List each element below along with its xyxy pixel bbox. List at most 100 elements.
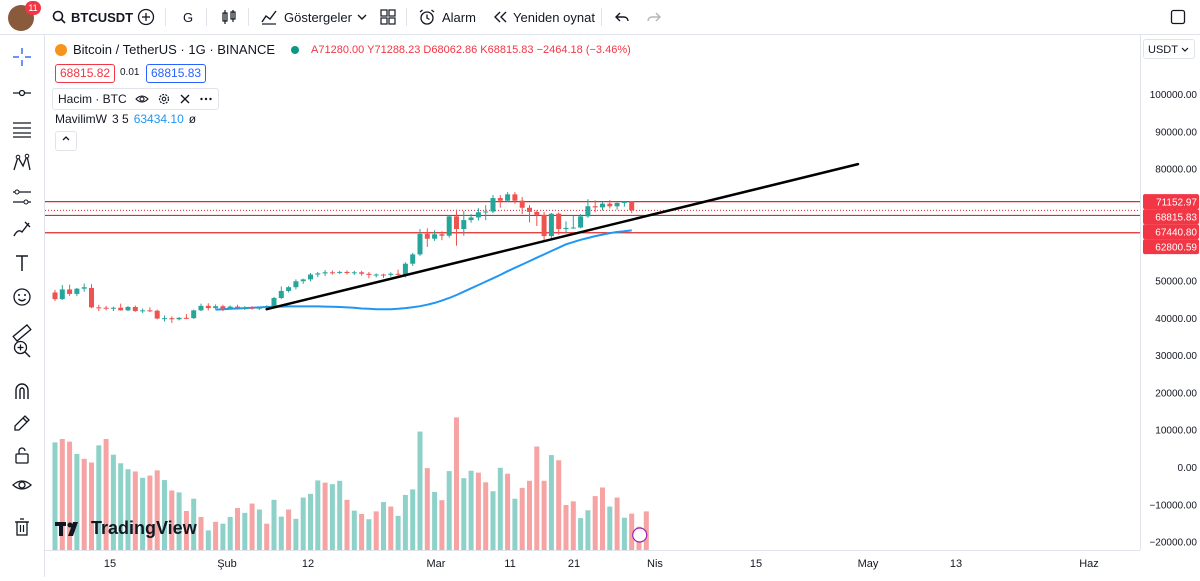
candle-body <box>315 273 321 275</box>
settings-gear-icon[interactable] <box>157 92 171 106</box>
undo-button[interactable] <box>614 0 630 34</box>
candle <box>300 278 306 284</box>
time-tick-label: 15 <box>750 558 762 570</box>
symbol-legend: Bitcoin / TetherUS · 1G · BINANCE A71280… <box>55 42 631 57</box>
chart-type-button[interactable] <box>220 0 238 34</box>
price-tick-label: 80000.00 <box>1155 165 1197 176</box>
ma-legend[interactable]: MavilimW 3 5 63434.10 ø <box>55 112 196 126</box>
volume-bar <box>183 511 189 550</box>
time-tick-label: Haz <box>1079 558 1099 570</box>
volume-bar <box>570 501 576 550</box>
price-tick-label: −20000.00 <box>1149 538 1197 549</box>
collapse-legend-button[interactable] <box>55 131 77 151</box>
candle-body <box>534 211 540 215</box>
zoom-tool[interactable] <box>8 335 36 363</box>
prediction-tool[interactable] <box>8 183 36 211</box>
pattern-tool[interactable] <box>8 149 36 177</box>
crosshair-tool[interactable] <box>8 43 36 71</box>
line-tool-icon <box>13 89 31 97</box>
alarm-button[interactable]: Alarm <box>418 0 476 34</box>
volume-bar <box>308 493 313 550</box>
fib-tool[interactable] <box>8 115 36 143</box>
candle-body <box>512 194 518 201</box>
compare-symbol-button[interactable] <box>137 0 155 34</box>
high-value: Y71288.23 <box>367 43 421 56</box>
trendline-tool[interactable] <box>8 79 36 107</box>
volume-bar <box>315 480 321 550</box>
search-icon <box>52 10 66 24</box>
volume-bar <box>220 523 226 550</box>
price-label-value: 68815.83 <box>1155 213 1197 224</box>
candle-body <box>454 216 459 230</box>
volume-bar <box>110 454 116 550</box>
volume-bar <box>52 442 58 550</box>
candle <box>220 304 226 312</box>
volume-bar <box>176 492 182 550</box>
volume-bar <box>132 471 138 550</box>
candle-body <box>475 212 481 218</box>
lock-drawings-tool[interactable] <box>8 441 36 469</box>
brush-tool[interactable] <box>8 215 36 243</box>
candle <box>439 231 445 241</box>
candle-body <box>271 298 277 307</box>
candle-body <box>329 272 335 274</box>
measure-tool[interactable] <box>8 319 36 347</box>
candle-body <box>205 305 211 309</box>
fullscreen-button[interactable] <box>1170 0 1186 34</box>
close-icon[interactable] <box>179 93 191 105</box>
candle <box>621 201 627 207</box>
currency-dropdown[interactable]: USDT <box>1143 39 1195 59</box>
mavilimw-line <box>215 229 632 311</box>
volume-bar <box>497 467 503 550</box>
hide-drawings-tool[interactable] <box>8 471 36 499</box>
indicators-button[interactable]: Göstergeler <box>260 0 352 34</box>
stay-in-drawing-tool[interactable] <box>8 409 36 437</box>
candle <box>505 192 511 203</box>
candle <box>461 211 467 236</box>
time-axis-labels: 15 Şub 12 Mar 11 21 Nis 15 May 13 Haz <box>104 558 1099 570</box>
symbol-title[interactable]: Bitcoin / TetherUS · 1G · BINANCE <box>73 42 276 57</box>
candle <box>308 273 313 282</box>
price-axis[interactable]: 100000.0090000.0080000.0070000.0060000.0… <box>1140 35 1200 550</box>
price-chart[interactable] <box>45 35 1140 550</box>
remove-drawings-tool[interactable] <box>8 513 36 541</box>
candle-body <box>125 306 131 311</box>
candle <box>454 209 459 246</box>
symbol-search-button[interactable]: BTCUSDT <box>52 0 133 34</box>
eye-icon[interactable] <box>134 92 149 106</box>
close-value: K68815.83 <box>480 43 534 56</box>
emoji-tool[interactable] <box>8 283 36 311</box>
more-dots-icon[interactable] <box>199 93 213 105</box>
candle <box>527 205 532 223</box>
volume-legend[interactable]: Hacim · BTC <box>52 88 219 110</box>
magnet-tool[interactable] <box>8 377 36 405</box>
candle-body <box>198 305 204 311</box>
price-label-box <box>1143 194 1199 210</box>
layout-button[interactable] <box>380 0 396 34</box>
volume-bar <box>395 515 401 550</box>
candle <box>490 195 496 213</box>
candle-body <box>432 234 438 239</box>
volume-bar <box>468 470 474 550</box>
trendline-layer <box>265 162 860 311</box>
time-axis[interactable]: 15 Şub 12 Mar 11 21 Nis 15 May 13 Haz <box>45 550 1140 578</box>
candle-body <box>519 200 525 208</box>
lock-icon <box>15 447 29 464</box>
volume-bar <box>242 512 248 550</box>
volume-bar <box>548 455 554 550</box>
price-tick-label: −10000.00 <box>1149 500 1197 511</box>
interval-button[interactable]: G <box>183 9 194 25</box>
tradingview-wordmark: TradingView <box>91 518 197 538</box>
text-tool[interactable] <box>8 249 36 277</box>
buy-price-box[interactable]: 68815.83 <box>146 64 207 83</box>
redo-button[interactable] <box>646 0 662 34</box>
volume-bar <box>169 490 175 550</box>
replay-button[interactable]: Yeniden oynat <box>491 0 595 34</box>
candle-body <box>59 289 65 300</box>
sell-price-box[interactable]: 68815.82 <box>55 64 116 83</box>
volume-bar <box>213 521 219 550</box>
indicators-dropdown-button[interactable] <box>356 0 368 34</box>
ma-value: 63434.10 <box>133 112 184 126</box>
volume-bar <box>271 499 277 550</box>
chevron-down-icon <box>357 14 367 20</box>
